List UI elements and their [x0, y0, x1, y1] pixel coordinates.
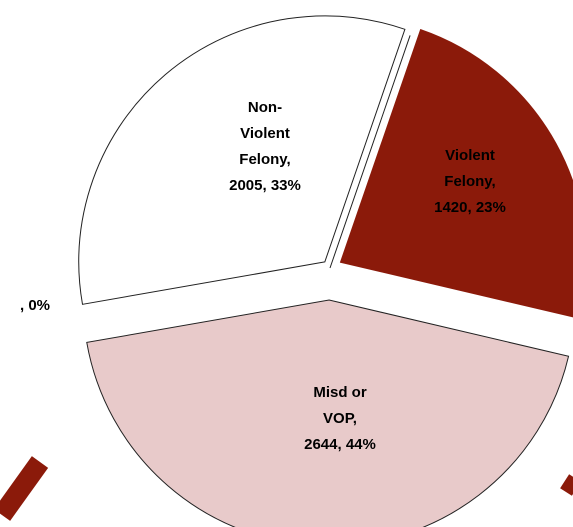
data-label-line: Violent	[445, 147, 495, 164]
data-label-line: Violent	[240, 125, 290, 142]
data-label-line: Felony,	[239, 151, 290, 168]
data-label-line: 1420, 23%	[434, 199, 506, 216]
data-label: Misd or VOP, 2644, 44%	[304, 384, 376, 453]
pie	[78, 15, 573, 527]
decoration	[0, 456, 49, 521]
pie-slice	[86, 299, 570, 527]
pie-slice	[78, 15, 406, 305]
data-label-line: Non-	[248, 99, 282, 116]
data-label-line: Misd or	[313, 384, 366, 401]
data-label-line: 2005, 33%	[229, 177, 301, 194]
data-labels: Violent Felony, 1420, 23% Misd or VOP, 2644, …	[20, 99, 506, 453]
data-label: Non- Violent Felony, 2005, 33%	[229, 99, 301, 194]
data-label: Violent Felony, 1420, 23%	[434, 147, 506, 216]
pie-slice	[339, 28, 573, 318]
data-label: , 0%	[20, 297, 50, 314]
data-label-line: VOP,	[323, 410, 357, 427]
data-label-line: 2644, 44%	[304, 436, 376, 453]
data-label-line: Felony,	[444, 173, 495, 190]
decoration	[560, 474, 573, 496]
data-label-line: , 0%	[20, 297, 50, 314]
